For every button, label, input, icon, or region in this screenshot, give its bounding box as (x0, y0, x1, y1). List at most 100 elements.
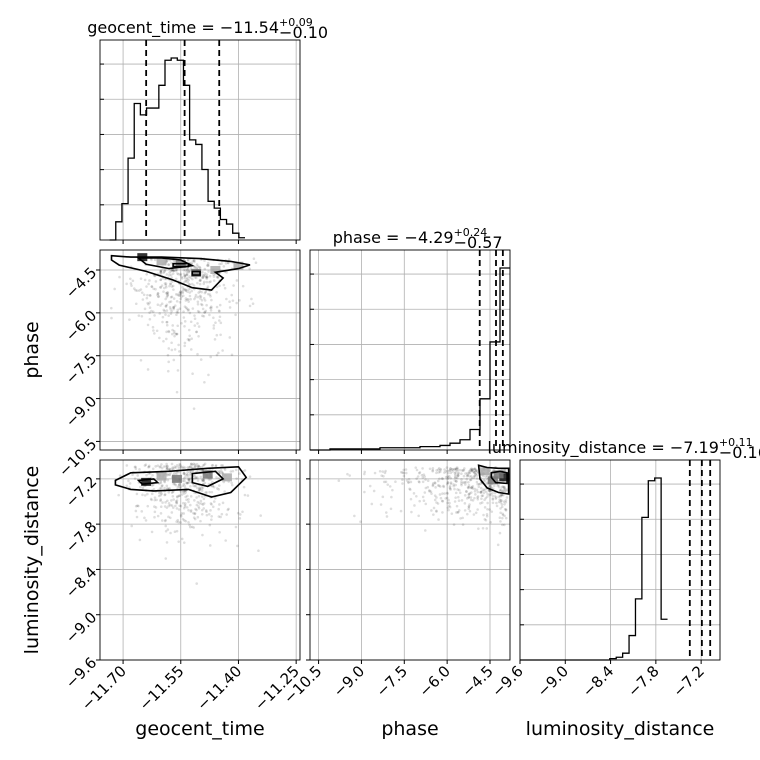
pair-geocent_time-vs-luminosity_distance-sample (225, 513, 228, 516)
pair-geocent_time-vs-phase-sample (131, 279, 135, 283)
pair-phase-vs-luminosity_distance-sample (478, 482, 482, 486)
pair-geocent_time-vs-luminosity_distance-sample (202, 463, 206, 467)
pair-phase-vs-luminosity_distance-sample (486, 492, 489, 496)
pair-geocent_time-vs-luminosity_distance-sample (175, 501, 178, 504)
pair-phase-vs-luminosity_distance-sample (486, 495, 489, 498)
pair-geocent_time-vs-phase-contour-3 (191, 270, 201, 276)
pair-phase-vs-luminosity_distance-sample (438, 493, 442, 496)
pair-geocent_time-vs-phase-sample (163, 282, 167, 285)
pair-geocent_time-vs-luminosity_distance-sample (235, 477, 238, 480)
pair-geocent_time-vs-luminosity_distance-sample (175, 520, 178, 523)
pair-geocent_time-vs-luminosity_distance-sample (189, 470, 193, 474)
pair-geocent_time-vs-phase-sample (145, 296, 149, 300)
pair-geocent_time-vs-phase-sample (168, 300, 171, 304)
pair-geocent_time-vs-luminosity_distance-sample (198, 486, 201, 490)
pair-geocent_time-vs-luminosity_distance-sample (170, 504, 174, 507)
pair-geocent_time-vs-phase-sample (132, 287, 136, 290)
pair-geocent_time-vs-phase-sample (185, 272, 189, 276)
pair-phase-vs-luminosity_distance-sample (483, 517, 487, 521)
pair-geocent_time-vs-phase-sample (228, 300, 231, 304)
pair-phase-vs-luminosity_distance-sample (470, 469, 474, 473)
pair-geocent_time-vs-luminosity_distance-sample (177, 540, 180, 543)
pair-phase-vs-luminosity_distance-sample (504, 499, 508, 502)
pair-phase-vs-luminosity_distance-sample (501, 523, 504, 527)
pair-phase-vs-luminosity_distance-sample (467, 480, 470, 484)
pair-geocent_time-vs-phase-sample (205, 275, 209, 279)
pair-geocent_time-vs-phase-sample (214, 321, 217, 325)
pair-phase-vs-luminosity_distance-sample (461, 469, 465, 472)
pair-geocent_time-vs-phase-sample (254, 261, 258, 265)
pair-phase-vs-luminosity_distance-sample (382, 480, 386, 484)
pair-phase-vs-luminosity_distance-sample (368, 484, 372, 488)
pair-geocent_time-vs-phase-sample (215, 333, 219, 337)
pair-phase-vs-luminosity_distance-sample (495, 501, 498, 505)
pair-geocent_time-vs-luminosity_distance-sample (201, 533, 204, 537)
pair-geocent_time-vs-phase-sample (175, 300, 179, 303)
pair-geocent_time-vs-phase-sample (212, 275, 216, 278)
pair-geocent_time-vs-phase-sample (162, 339, 165, 343)
pair-phase-vs-luminosity_distance-sample (482, 488, 485, 491)
pair-geocent_time-vs-luminosity_distance-sample (170, 491, 174, 495)
pair-geocent_time-vs-luminosity_distance-sample (150, 498, 153, 502)
pair-geocent_time-vs-phase-sample (230, 353, 234, 357)
pair-geocent_time-vs-phase-sample (170, 348, 174, 352)
pair-phase-vs-luminosity_distance-sample (449, 467, 452, 470)
pair-geocent_time-vs-luminosity_distance-sample (143, 464, 147, 467)
pair-geocent_time-vs-phase-sample (201, 307, 205, 311)
pair-geocent_time-vs-phase-sample (156, 303, 160, 306)
pair-phase-vs-luminosity_distance-sample (505, 488, 509, 491)
pair-phase-vs-luminosity_distance-sample (469, 468, 472, 471)
pair-geocent_time-vs-phase-sample (153, 314, 156, 317)
pair-phase-vs-luminosity_distance-sample (491, 494, 495, 498)
pair-geocent_time-vs-luminosity_distance-sample (181, 490, 185, 494)
pair-geocent_time-vs-phase-sample (187, 300, 190, 303)
pair-geocent_time-vs-phase-sample (202, 273, 205, 277)
pair-geocent_time-vs-luminosity_distance-sample (193, 499, 196, 502)
pair-geocent_time-vs-luminosity_distance-sample (127, 479, 130, 483)
pair-geocent_time-vs-phase-sample (184, 299, 188, 302)
pair-phase-vs-luminosity_distance-sample (409, 480, 413, 484)
pair-geocent_time-vs-luminosity_distance-sample (134, 509, 138, 513)
pair-geocent_time-vs-luminosity_distance-sample (229, 470, 233, 473)
pair-phase-vs-luminosity_distance-sample (500, 485, 504, 489)
pair-geocent_time-vs-luminosity_distance-sample (189, 465, 192, 468)
pair-geocent_time-vs-luminosity_distance-sample (195, 582, 199, 585)
pair-phase-vs-luminosity_distance-sample (468, 471, 472, 474)
pair-phase-vs-luminosity_distance-sample (504, 469, 507, 472)
pair-phase-vs-luminosity_distance-sample (409, 497, 413, 501)
pair-geocent_time-vs-phase-sample (184, 297, 188, 300)
pair-phase-vs-luminosity_distance-sample (449, 471, 453, 475)
pair-phase-vs-luminosity_distance-sample (443, 492, 446, 495)
pair-phase-vs-luminosity_distance-sample (500, 493, 504, 497)
hist-phase-frame (309, 249, 511, 451)
pair-geocent_time-vs-luminosity_distance-sample (209, 502, 213, 505)
pair-phase-vs-luminosity_distance-sample (469, 474, 473, 478)
pair-phase-vs-luminosity_distance-sample (503, 487, 506, 490)
pair-geocent_time-vs-phase-sample (187, 308, 190, 311)
pair-geocent_time-vs-luminosity_distance-sample (165, 466, 169, 470)
pair-geocent_time-vs-phase-sample (152, 287, 155, 291)
pair-geocent_time-vs-phase-sample (176, 369, 180, 372)
pair-geocent_time-vs-phase-sample (241, 284, 245, 288)
pair-phase-vs-luminosity_distance-sample (464, 480, 468, 484)
pair-geocent_time-vs-phase-sample (212, 324, 216, 327)
pair-geocent_time-vs-luminosity_distance-sample (183, 505, 187, 508)
pair-geocent_time-vs-luminosity_distance-sample (177, 520, 180, 524)
pair-phase-vs-luminosity_distance-sample (470, 491, 473, 494)
pair-geocent_time-vs-phase-sample (207, 270, 210, 273)
pair-phase-vs-luminosity_distance-sample (441, 499, 445, 503)
pair-geocent_time-vs-phase-sample (171, 272, 175, 275)
pair-phase-vs-luminosity_distance-sample (421, 495, 425, 499)
pair-geocent_time-vs-phase-sample (162, 270, 166, 273)
pair-phase-vs-luminosity_distance-sample (404, 471, 408, 475)
pair-geocent_time-vs-phase-sample (172, 269, 176, 273)
pair-geocent_time-vs-luminosity_distance-sample (172, 482, 176, 486)
pair-geocent_time-vs-phase-sample (169, 295, 173, 299)
pair-geocent_time-vs-phase-sample (202, 297, 206, 300)
pair-geocent_time-vs-phase-sample (215, 275, 219, 279)
pair-phase-vs-luminosity_distance-sample (465, 512, 469, 516)
pair-phase-vs-luminosity_distance-sample (456, 468, 460, 471)
pair-phase-vs-luminosity_distance-sample (442, 484, 445, 488)
pair-phase-vs-luminosity_distance-sample (441, 492, 444, 495)
pair-geocent_time-vs-phase-sample (165, 309, 169, 312)
